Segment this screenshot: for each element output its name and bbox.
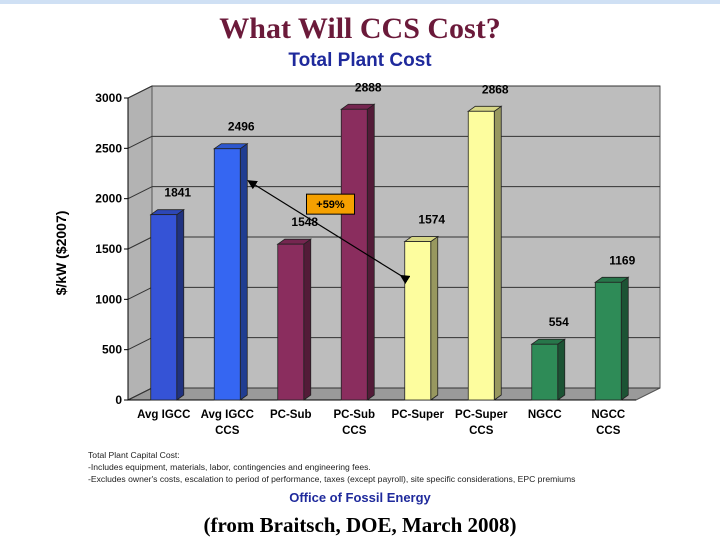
bar (404, 241, 432, 401)
bar (340, 108, 368, 401)
bar (467, 110, 495, 401)
category-label: NGCC (591, 409, 625, 421)
chart-subtitle: Total Plant Cost (288, 50, 432, 71)
footnote-line: -Includes equipment, materials, labor, c… (88, 462, 371, 472)
gridline-side (127, 186, 153, 200)
bar-side (239, 142, 248, 401)
category-label: CCS (596, 425, 621, 437)
bar-side (620, 276, 629, 401)
source-citation: (from Braitsch, DOE, March 2008) (203, 513, 517, 537)
category-label: Avg IGCC (137, 409, 190, 421)
category-label: PC-Sub (270, 409, 312, 421)
y-tick-label: 2500 (95, 141, 122, 155)
data-label: 1169 (609, 253, 635, 267)
bar-side (176, 208, 185, 401)
bar (594, 281, 622, 401)
bar-chart: 0 500 1000 1500 2000 2500 3000 $/kW ($2007) 1841… (53, 80, 661, 437)
data-label: 2888 (355, 80, 382, 94)
bar (277, 243, 305, 401)
bar-side (430, 235, 439, 401)
top-rule (0, 0, 720, 4)
category-label: CCS (469, 425, 494, 437)
category-label: PC-Super (392, 409, 445, 421)
footnotes: Total Plant Capital Cost: -Includes equi… (88, 449, 708, 485)
data-label: 2496 (228, 120, 255, 134)
footnote-line: -Excludes owner's costs, escalation to p… (88, 474, 576, 484)
bar (213, 148, 241, 401)
category-label: CCS (342, 425, 367, 437)
bar-side (493, 105, 502, 401)
data-label: 2868 (482, 82, 509, 96)
gridline-side (127, 387, 153, 401)
bar-side (303, 238, 312, 401)
floor (127, 387, 661, 401)
y-axis-label: $/kW ($2007) (53, 211, 69, 296)
category-label: CCS (215, 425, 240, 437)
gridline-side (127, 236, 153, 250)
gridline-side (127, 286, 153, 300)
y-tick-label: 2000 (95, 192, 122, 206)
bar (150, 214, 178, 401)
gridline-side (127, 85, 153, 99)
bar-side (366, 103, 375, 401)
y-tick-label: 1500 (95, 242, 122, 256)
annotation-label: +59% (316, 199, 345, 211)
data-label: 1574 (418, 213, 445, 227)
annotation-arrow (247, 180, 411, 285)
office-label: Office of Fossil Energy (289, 490, 431, 505)
annotation-box (306, 193, 355, 215)
y-tick-label: 500 (102, 343, 122, 357)
y-tick-label: 0 (115, 393, 122, 407)
category-label: PC-Super (455, 409, 508, 421)
bar (531, 343, 559, 401)
data-label: 554 (549, 315, 569, 329)
category-label: Avg IGCC (201, 409, 254, 421)
y-tick-label: 1000 (95, 292, 122, 306)
footnote-line: Total Plant Capital Cost: (88, 450, 180, 460)
bar-side (557, 338, 566, 401)
category-label: PC-Sub (333, 409, 375, 421)
category-label: NGCC (528, 409, 562, 421)
chart-title: What Will CCS Cost? (219, 12, 501, 45)
gridline-side (127, 135, 153, 149)
data-label: 1841 (164, 186, 191, 200)
gridline-side (127, 337, 153, 351)
y-tick-label: 3000 (95, 91, 122, 105)
